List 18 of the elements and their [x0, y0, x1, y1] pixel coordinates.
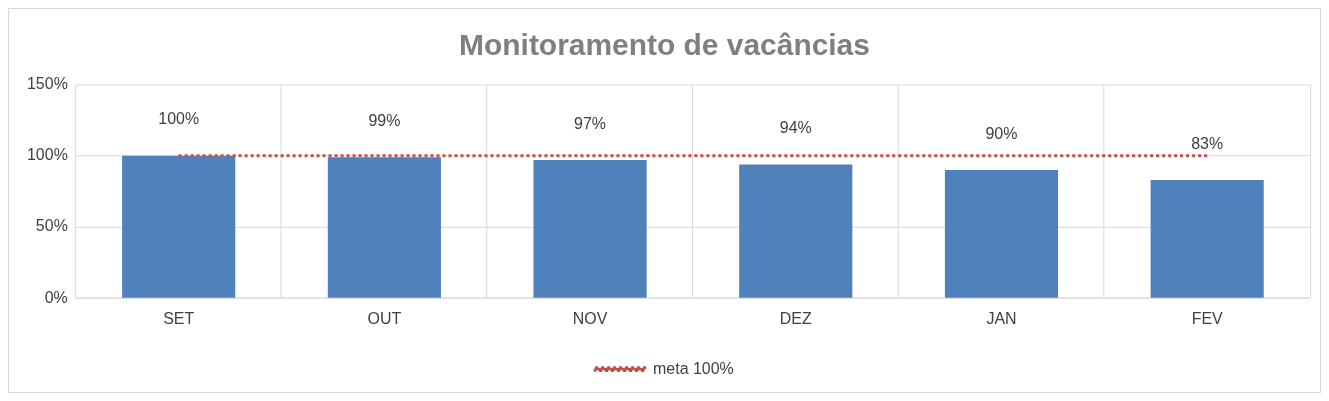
- x-tick-label: DEZ: [779, 310, 812, 328]
- x-tick-label: NOV: [572, 310, 608, 328]
- x-tick-label: SET: [163, 310, 195, 328]
- x-tick-label: JAN: [986, 310, 1017, 328]
- text: 97%: [574, 114, 607, 132]
- text: 83%: [1191, 134, 1224, 152]
- x-tick-label: FEV: [1191, 310, 1224, 328]
- y-tick-label: 0%: [44, 288, 68, 306]
- legend-label: meta 100%: [653, 359, 734, 377]
- chart-title: Monitoramento de vacâncias: [459, 28, 870, 62]
- text: 99%: [368, 111, 401, 129]
- y-tick-label: 100%: [26, 146, 68, 164]
- x-tick-label: OUT: [367, 310, 402, 328]
- y-tick-label: 150%: [26, 75, 68, 92]
- text: 94%: [779, 118, 812, 136]
- y-tick-label: 50%: [35, 217, 68, 235]
- text: 90%: [985, 124, 1018, 142]
- text: 100%: [158, 110, 200, 128]
